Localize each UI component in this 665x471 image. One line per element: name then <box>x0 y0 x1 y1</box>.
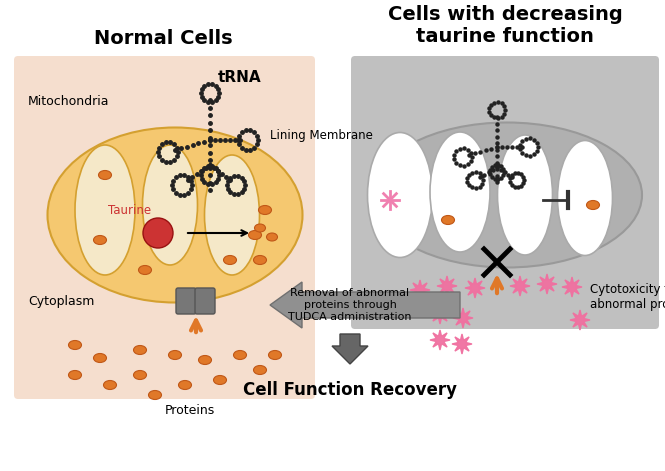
Ellipse shape <box>253 255 267 265</box>
Polygon shape <box>430 304 450 324</box>
Polygon shape <box>430 330 450 350</box>
FancyArrow shape <box>270 282 460 328</box>
Ellipse shape <box>104 381 116 390</box>
Polygon shape <box>570 310 590 330</box>
Ellipse shape <box>442 216 454 225</box>
Ellipse shape <box>255 224 265 232</box>
Text: Cytotoxicity from
abnormal proteins: Cytotoxicity from abnormal proteins <box>590 283 665 311</box>
Ellipse shape <box>259 205 271 214</box>
Ellipse shape <box>205 155 259 275</box>
Text: Proteins: Proteins <box>165 404 215 416</box>
Text: Taurine: Taurine <box>108 203 152 217</box>
Ellipse shape <box>430 132 490 252</box>
Polygon shape <box>562 277 582 297</box>
Ellipse shape <box>94 354 106 363</box>
Ellipse shape <box>68 371 82 380</box>
Ellipse shape <box>269 350 281 359</box>
Ellipse shape <box>557 140 612 255</box>
FancyBboxPatch shape <box>351 56 659 329</box>
Ellipse shape <box>267 233 277 241</box>
Circle shape <box>143 218 173 248</box>
Ellipse shape <box>233 350 247 359</box>
Ellipse shape <box>47 128 303 302</box>
Polygon shape <box>465 278 485 298</box>
Ellipse shape <box>497 135 553 255</box>
Ellipse shape <box>68 341 82 349</box>
FancyBboxPatch shape <box>195 288 215 314</box>
Ellipse shape <box>223 255 237 265</box>
FancyBboxPatch shape <box>176 288 196 314</box>
Ellipse shape <box>213 375 227 384</box>
Ellipse shape <box>94 236 106 244</box>
Polygon shape <box>410 280 430 300</box>
Ellipse shape <box>134 371 146 380</box>
Ellipse shape <box>249 230 261 239</box>
Ellipse shape <box>587 201 600 210</box>
Text: Lining Membrane: Lining Membrane <box>270 129 373 141</box>
Ellipse shape <box>198 356 211 365</box>
Text: Cell Function Recovery: Cell Function Recovery <box>243 381 457 399</box>
Ellipse shape <box>75 145 135 275</box>
Ellipse shape <box>148 390 162 399</box>
Polygon shape <box>437 276 457 296</box>
Ellipse shape <box>134 346 146 355</box>
Ellipse shape <box>138 266 152 275</box>
Ellipse shape <box>178 381 192 390</box>
Ellipse shape <box>368 132 432 258</box>
Text: Mitochondria: Mitochondria <box>28 95 110 108</box>
Text: Cells with decreasing
taurine function: Cells with decreasing taurine function <box>388 5 622 46</box>
Text: Cytoplasm: Cytoplasm <box>28 295 94 308</box>
FancyBboxPatch shape <box>14 56 315 399</box>
Polygon shape <box>537 274 557 294</box>
Polygon shape <box>510 276 530 296</box>
Ellipse shape <box>372 122 642 268</box>
Ellipse shape <box>142 145 198 265</box>
Ellipse shape <box>98 171 112 179</box>
Ellipse shape <box>168 350 182 359</box>
FancyArrow shape <box>332 334 368 364</box>
Polygon shape <box>452 334 472 354</box>
Text: tRNA: tRNA <box>218 71 261 86</box>
Text: Normal Cells: Normal Cells <box>94 29 232 48</box>
Ellipse shape <box>253 365 267 374</box>
Text: Removal of abnormal
proteins through
TUDCA administration: Removal of abnormal proteins through TUD… <box>288 288 412 322</box>
Polygon shape <box>453 308 473 328</box>
